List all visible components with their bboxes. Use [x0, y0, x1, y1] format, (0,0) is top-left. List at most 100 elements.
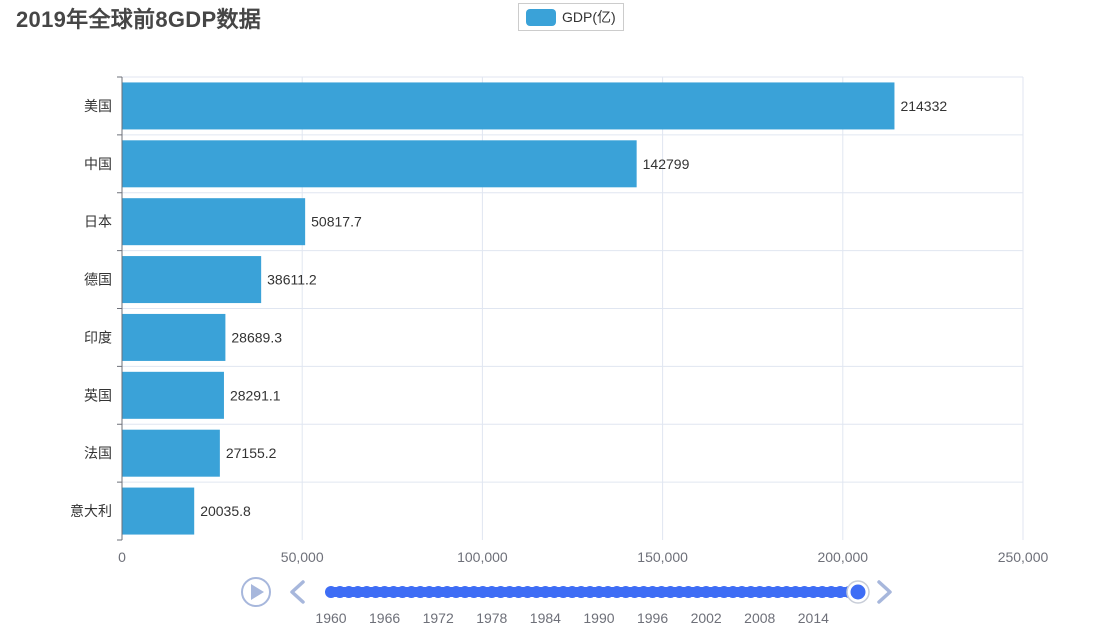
timeline-dot[interactable]: [325, 586, 337, 598]
legend-swatch: [526, 8, 556, 26]
bar[interactable]: [122, 256, 262, 304]
timeline-dot[interactable]: [807, 586, 820, 598]
timeline-dot[interactable]: [592, 586, 605, 598]
timeline-dot[interactable]: [557, 586, 570, 598]
bar[interactable]: [122, 371, 224, 419]
timeline-dot[interactable]: [432, 586, 445, 598]
timeline-dot[interactable]: [467, 586, 480, 598]
timeline-dot[interactable]: [512, 586, 525, 598]
timeline-dot[interactable]: [619, 586, 632, 598]
timeline-dot[interactable]: [351, 586, 364, 598]
timeline-dot[interactable]: [530, 586, 543, 598]
data-label: 50817.7: [311, 214, 362, 230]
timeline-dot[interactable]: [637, 586, 650, 598]
timeline-dot[interactable]: [753, 586, 766, 598]
timeline-dot[interactable]: [405, 586, 418, 598]
timeline-dot[interactable]: [450, 586, 463, 598]
data-label: 28689.3: [231, 329, 282, 345]
category-label: 法国: [84, 446, 112, 462]
bars: 214332 142799 50817.7 38611.2 28689.3 28291.1…: [122, 82, 947, 535]
bar[interactable]: [122, 429, 220, 477]
timeline-dot[interactable]: [485, 586, 498, 598]
category-label: 意大利: [70, 503, 112, 520]
bar[interactable]: [122, 82, 895, 130]
timeline-dot[interactable]: [360, 586, 373, 598]
timeline-dot[interactable]: [664, 586, 677, 598]
timeline-dot[interactable]: [610, 586, 623, 598]
timeline-dot[interactable]: [655, 586, 668, 598]
timeline-dot[interactable]: [414, 586, 427, 598]
timeline-dot[interactable]: [780, 586, 793, 598]
timeline-label: 2008: [744, 610, 775, 626]
timeline-label: 2014: [798, 610, 829, 626]
bar[interactable]: [122, 313, 226, 361]
chart-title: 2019年全球前8GDP数据: [16, 7, 262, 32]
category-label: 印度: [84, 330, 112, 346]
bar[interactable]: [122, 140, 637, 188]
timeline-dot[interactable]: [548, 586, 561, 598]
timeline-dot[interactable]: [503, 586, 516, 598]
timeline-label: 1984: [530, 610, 561, 626]
x-tick-label: 0: [118, 549, 126, 565]
timeline-dot[interactable]: [342, 586, 355, 598]
timeline-label: 1960: [315, 610, 346, 626]
x-tick-label: 50,000: [281, 549, 324, 565]
timeline-dot[interactable]: [378, 586, 391, 598]
timeline-dot[interactable]: [789, 586, 802, 598]
timeline-dot[interactable]: [735, 586, 748, 598]
data-label: 38611.2: [267, 272, 317, 288]
timeline-dot[interactable]: [682, 586, 695, 598]
timeline-label: 1978: [476, 610, 507, 626]
timeline-dot[interactable]: [816, 586, 829, 598]
timeline-dot[interactable]: [700, 586, 713, 598]
timeline-dot[interactable]: [762, 586, 775, 598]
timeline-label: 2002: [691, 610, 722, 626]
x-tick-label: 200,000: [817, 549, 868, 565]
x-tick-label: 250,000: [998, 549, 1049, 565]
timeline-dot[interactable]: [834, 586, 847, 598]
timeline-dot[interactable]: [744, 586, 757, 598]
chevron-left-icon[interactable]: [290, 580, 305, 604]
timeline-dot[interactable]: [584, 586, 597, 598]
legend-item-gdp[interactable]: GDP(亿): [518, 3, 624, 31]
data-label: 214332: [900, 98, 947, 114]
timeline-dot[interactable]: [369, 586, 382, 598]
chevron-right-icon[interactable]: [877, 580, 892, 604]
timeline-dot[interactable]: [718, 586, 731, 598]
timeline-dot[interactable]: [521, 586, 534, 598]
timeline-dot[interactable]: [691, 586, 704, 598]
timeline-dot[interactable]: [646, 586, 659, 598]
timeline-dot[interactable]: [726, 586, 739, 598]
data-label: 142799: [643, 156, 690, 172]
bar[interactable]: [122, 487, 195, 535]
timeline-dot[interactable]: [825, 586, 838, 598]
category-label: 中国: [84, 157, 112, 173]
timeline-dot[interactable]: [494, 586, 507, 598]
timeline-dot[interactable]: [387, 586, 400, 598]
x-tick-label: 150,000: [637, 549, 688, 565]
timeline-dot[interactable]: [396, 586, 409, 598]
timeline-dot[interactable]: [575, 586, 588, 598]
timeline: 1960 1966 1972 1978 1984 1990 1996 2002 2008 2014: [241, 577, 892, 626]
timeline-dot[interactable]: [476, 586, 489, 598]
timeline-dot[interactable]: [423, 586, 436, 598]
timeline-dot[interactable]: [333, 586, 346, 598]
timeline-dot[interactable]: [601, 586, 614, 598]
timeline-dot[interactable]: [628, 586, 641, 598]
timeline-dot[interactable]: [673, 586, 686, 598]
play-icon[interactable]: [241, 577, 271, 607]
timeline-dot[interactable]: [798, 586, 811, 598]
timeline-dot[interactable]: [771, 586, 784, 598]
timeline-handle[interactable]: [847, 581, 869, 603]
timeline-dot[interactable]: [458, 586, 471, 598]
category-label: 美国: [84, 99, 112, 115]
timeline-dot[interactable]: [566, 586, 579, 598]
timeline-dot[interactable]: [441, 586, 454, 598]
grid-lines: [122, 76, 1024, 540]
bar[interactable]: [122, 198, 306, 246]
category-label: 日本: [84, 215, 112, 231]
timeline-dot[interactable]: [539, 586, 552, 598]
timeline-dot[interactable]: [709, 586, 722, 598]
